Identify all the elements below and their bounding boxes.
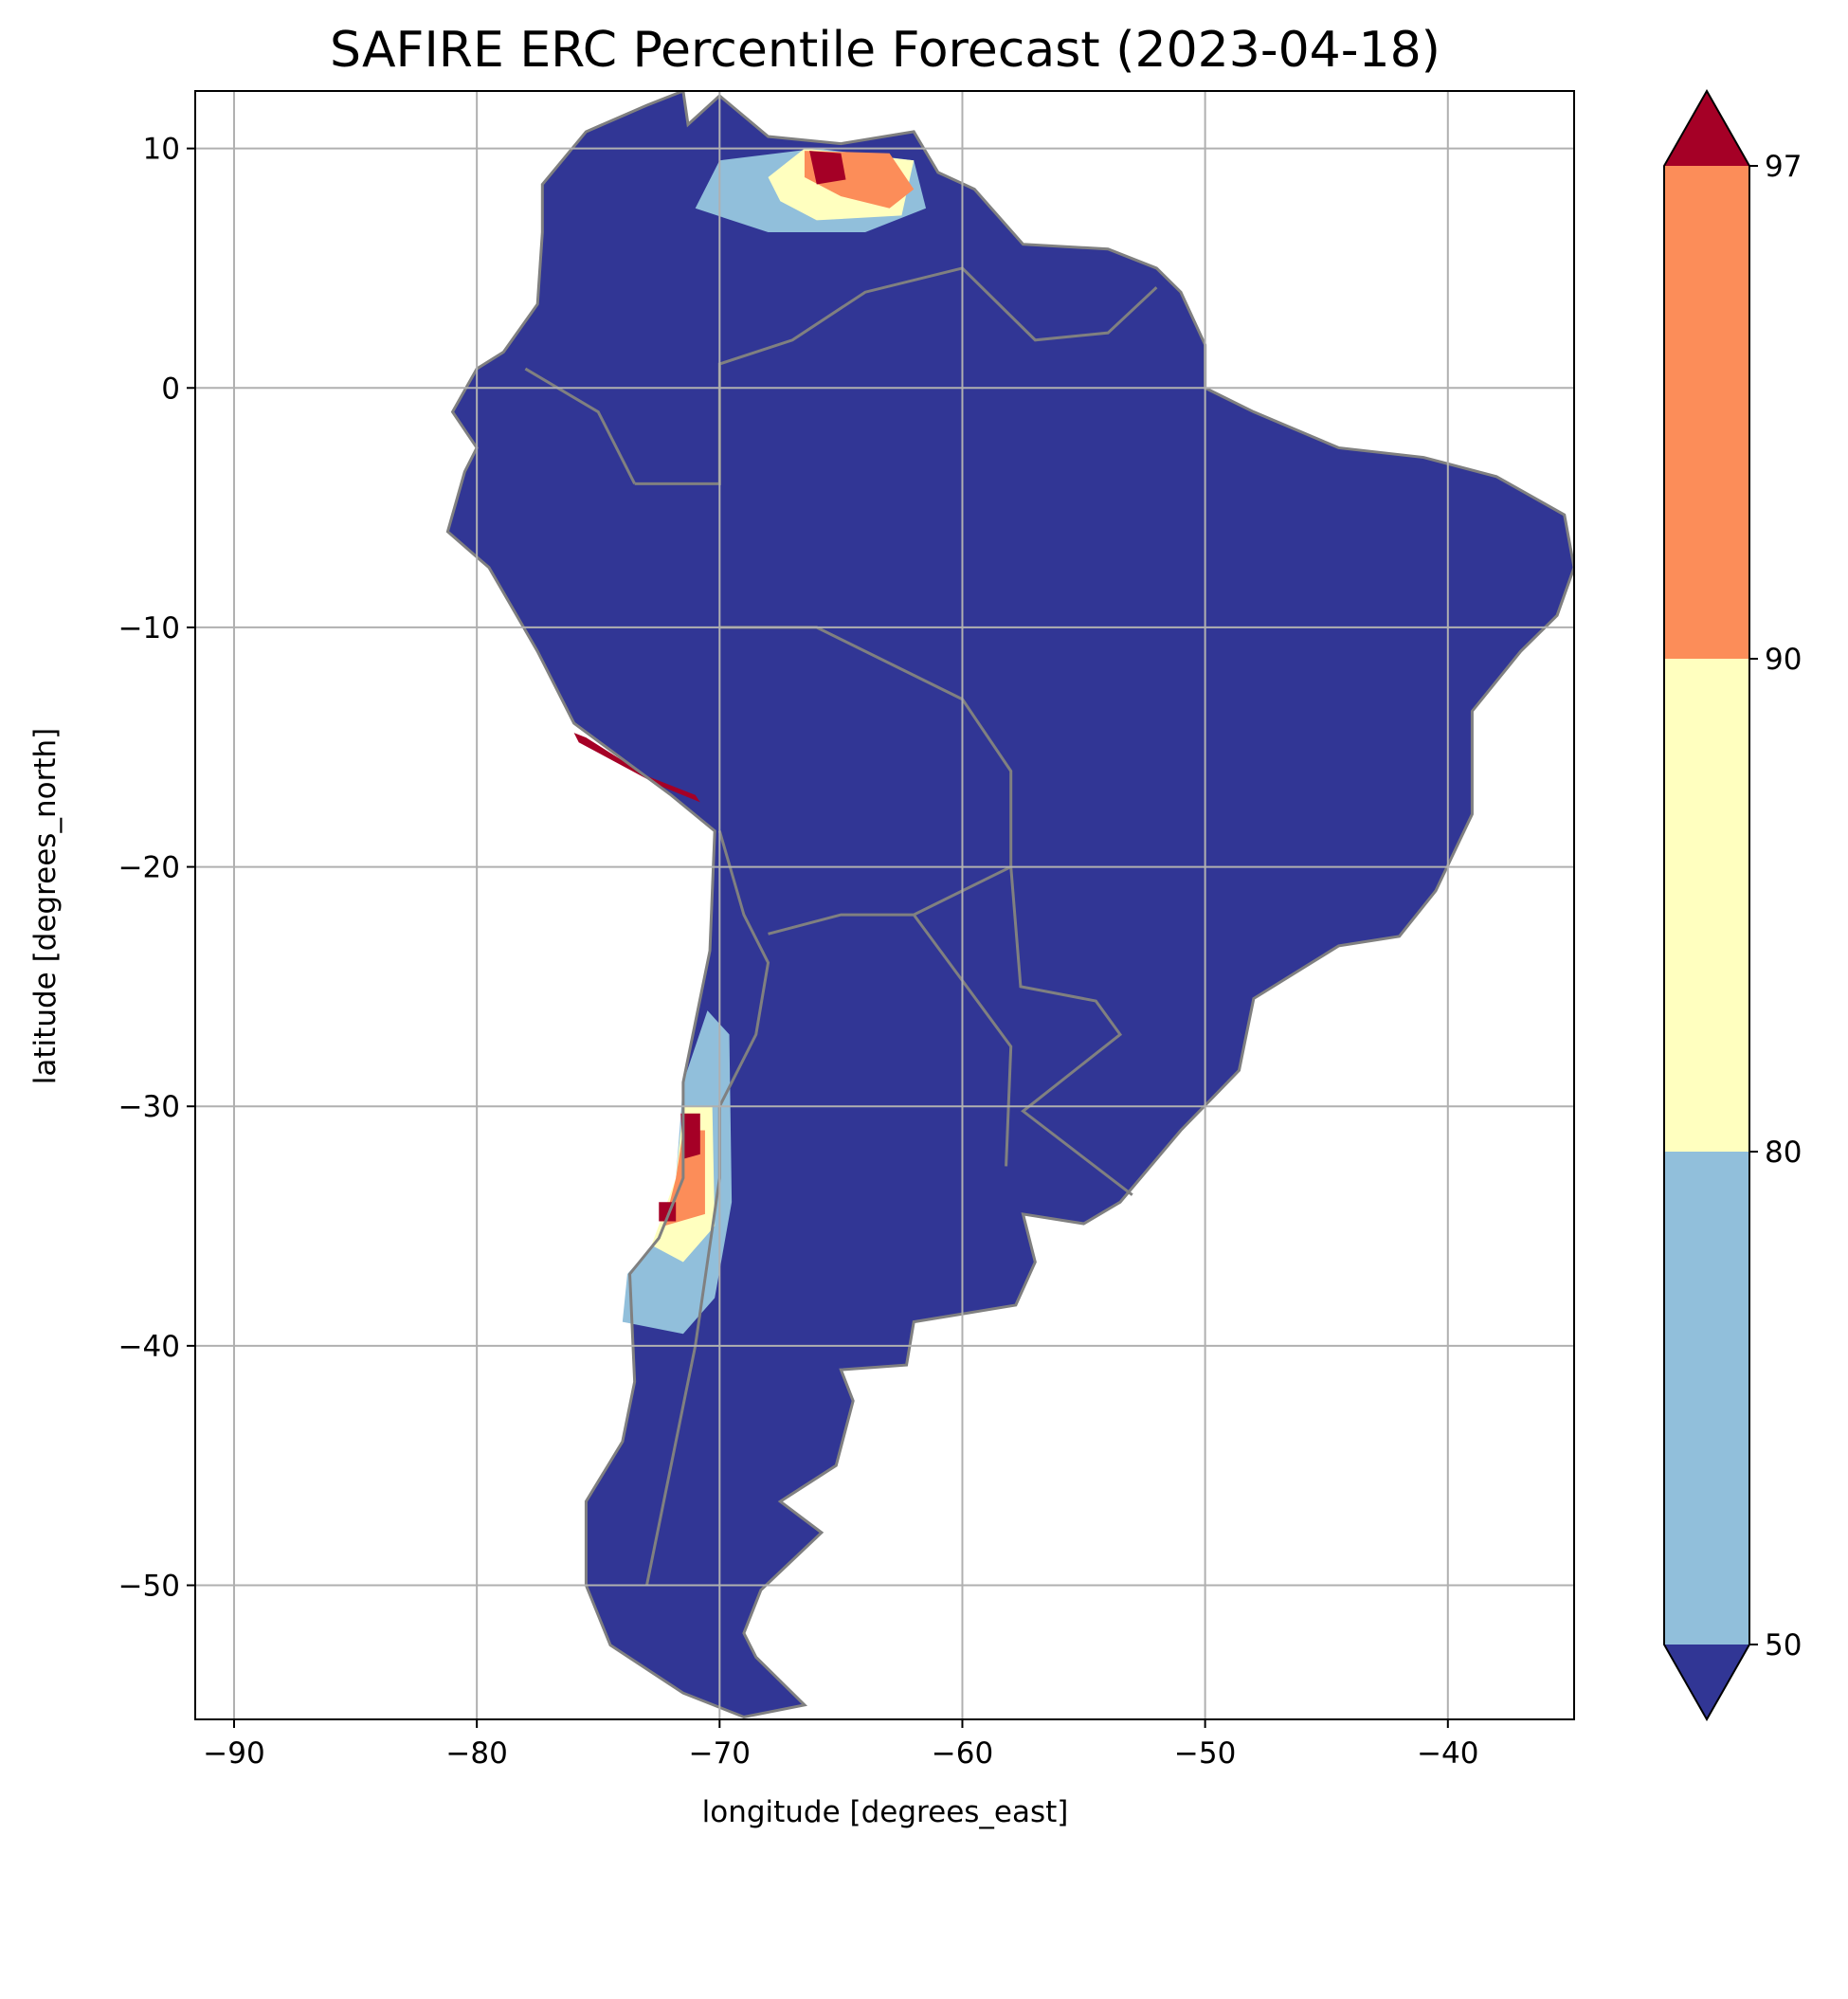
country-border-7 [913,914,1013,1167]
y-tick-label: 0 [161,372,180,406]
y-tick-label: 10 [143,133,180,167]
grid-lines [195,91,1574,1719]
y-tick-label: −50 [118,1570,180,1604]
y-tick-label: −40 [118,1330,180,1364]
colorbar-tick-label: 50 [1765,1628,1802,1663]
x-tick-label: −40 [1417,1736,1478,1771]
country-border-6 [1009,866,1133,1196]
land-area [447,91,1574,1717]
x-tick-label: −90 [203,1736,264,1771]
x-axis-label: longitude [degrees_east] [702,1795,1069,1829]
y-tick-label: −20 [118,851,180,885]
colorbar-band [1664,1152,1749,1645]
x-tick-label: −70 [689,1736,751,1771]
colorbar-over-triangle [1664,91,1749,166]
colorbar-band [1664,166,1749,659]
y-axis-label: latitude [degrees_north] [28,728,63,1084]
colorbar: 50 80 90 97 [1663,88,1802,1722]
colorbar-tick-label: 90 [1765,643,1802,677]
y-tick-label: −10 [118,611,180,645]
colorbar-under-triangle [1664,1645,1749,1719]
y-tick-label: −30 [118,1090,180,1124]
country-border-5 [524,367,636,485]
hotspot-chile-over-97-a [680,1113,700,1159]
colorbar-tick-label: 97 [1765,150,1802,184]
country-border-4 [961,266,1158,342]
chart-title: SAFIRE ERC Percentile Forecast (2023-04-… [330,22,1440,79]
coastline [445,91,1574,1719]
hotspot-venezuela-over-97 [809,151,846,185]
map-layer [445,91,1574,1719]
x-tick-label: −60 [932,1736,993,1771]
plot-frame [194,90,1575,1720]
country-border-3 [634,266,963,485]
axis-ticks: −90 −80 −70 −60 −50 −40 10 0 −10 −20 −30 −40 −50 [118,133,1479,1771]
x-tick-label: −50 [1174,1736,1236,1771]
hotspot-peru-over-97 [573,733,700,803]
colorbar-tick-label: 80 [1765,1136,1802,1170]
x-tick-label: −80 [445,1736,507,1771]
colorbar-band [1664,659,1749,1152]
